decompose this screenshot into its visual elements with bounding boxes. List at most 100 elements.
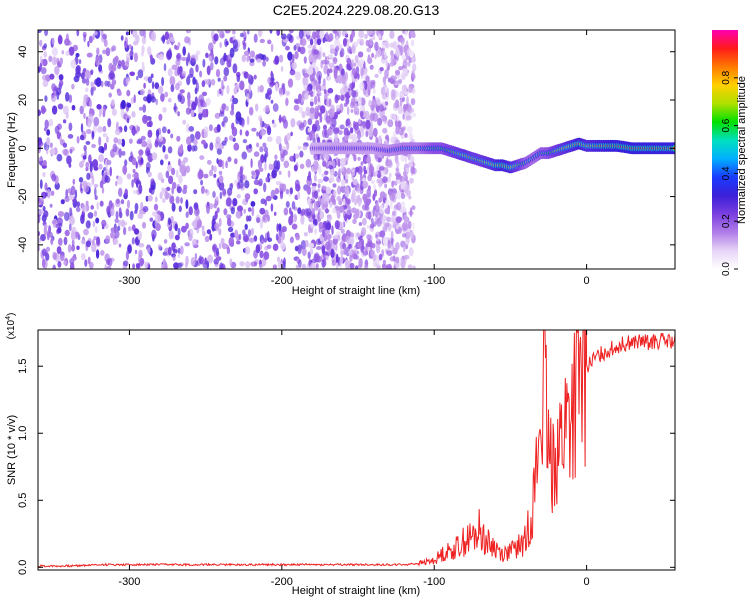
spectrogram-noise-cell [103, 142, 108, 151]
spectrogram-noise-cell [184, 262, 188, 268]
spectrogram-noise-cell [399, 36, 406, 44]
spectrogram-noise-cell [293, 164, 298, 172]
spectrogram-noise-cell [189, 67, 194, 77]
spectrogram-noise-cell [129, 210, 134, 221]
spectrogram-noise-cell [412, 222, 415, 231]
spectrogram-noise-cell [328, 62, 335, 69]
spectrogram-noise-cell [120, 199, 125, 205]
spectrogram-noise-cell [239, 129, 243, 136]
spectrogram-noise-cell [349, 262, 355, 269]
spectrogram-noise-cell [272, 264, 278, 269]
spectrogram-noise-cell [69, 207, 72, 212]
spectrogram-noise-cell [395, 242, 400, 251]
spectrogram-noise-cell [323, 124, 327, 131]
spectrogram-noise-cell [174, 223, 178, 232]
spectrogram-noise-cell [317, 183, 321, 189]
spectrogram-noise-cell [303, 56, 307, 64]
spectrogram-noise-cell [151, 152, 158, 161]
spectrogram-noise-cell [287, 170, 291, 178]
spectrogram-noise-cell [326, 57, 330, 66]
spectrogram-noise-cell [200, 98, 204, 107]
spectrogram-noise-cell [217, 89, 220, 98]
spectrogram-noise-cell [377, 157, 382, 162]
spectrogram-noise-cell [68, 46, 75, 56]
spectrogram-noise-cell [164, 247, 170, 256]
spectrogram-noise-cell [267, 90, 272, 96]
spectrogram-noise-cell [331, 225, 334, 236]
spectrogram-noise-cell [376, 99, 381, 106]
spectrogram-noise-cell [379, 104, 384, 112]
spectrogram-noise-cell [263, 182, 267, 193]
spectrogram-noise-cell [143, 82, 146, 89]
spectrogram-noise-cell [88, 71, 91, 79]
spectrogram-noise-cell [79, 105, 84, 115]
spectrogram-noise-cell [375, 104, 380, 113]
spectrogram-noise-cell [275, 83, 279, 92]
spectrogram-noise-cell [395, 216, 402, 224]
spectrogram-noise-cell [354, 122, 359, 131]
spectrogram-noise-cell [327, 215, 333, 222]
spectrogram-noise-cell [408, 132, 414, 141]
spectrogram-noise-cell [360, 97, 366, 106]
spectrogram-noise-cell [249, 237, 255, 243]
spectrogram-noise-cell [357, 51, 364, 58]
spectrogram-noise-cell [175, 169, 179, 178]
spectrogram-noise-cell [92, 220, 96, 228]
spectrogram-noise-cell [319, 105, 326, 114]
spectrogram-noise-cell [133, 94, 136, 104]
spectrogram-noise-cell [329, 48, 336, 54]
spectrogram-noise-cell [314, 228, 317, 235]
spectrogram-noise-cell [381, 218, 386, 225]
spectrogram-noise-cell [228, 135, 234, 141]
spectrogram-noise-cell [407, 220, 412, 230]
spectrogram-noise-cell [56, 73, 59, 79]
spectrogram-noise-cell [93, 31, 98, 36]
spectrogram-noise-cell [367, 246, 371, 251]
spectrogram-noise-cell [182, 119, 186, 125]
spectrogram-noise-cell [59, 57, 63, 65]
spectrogram-noise-cell [186, 136, 192, 146]
spectrogram-noise-cell [312, 83, 316, 91]
spectrogram-noise-cell [150, 73, 154, 79]
spectrogram-noise-cell [85, 220, 91, 229]
spectrogram-frame [37, 29, 676, 270]
spectrogram-noise-cell [188, 125, 195, 132]
spectrogram-noise-cell [232, 30, 236, 35]
spectrogram-noise-cell [369, 37, 373, 47]
spectrogram-noise-cell [211, 164, 214, 171]
spectrogram-noise-cell [264, 209, 269, 218]
spectrogram-noise-cell [346, 167, 351, 175]
x-tick-label: -300 [118, 275, 140, 287]
spectrogram-noise-cell [190, 257, 196, 267]
spectrogram-noise-cell [396, 202, 402, 211]
spectrogram-noise-cell [365, 75, 370, 83]
spectrogram-noise-cell [389, 75, 396, 84]
spectrogram-noise-cell [202, 58, 206, 68]
spectrogram-noise-cell [99, 200, 104, 207]
spectrogram-noise-cell [106, 136, 109, 143]
spectrogram-noise-cell [291, 61, 297, 70]
spectrogram-noise-cell [376, 178, 380, 184]
spectrogram-noise-cell [260, 130, 266, 136]
spectrogram-noise-cell [166, 49, 173, 60]
spectrogram-noise-cell [377, 33, 382, 39]
spectrogram-noise-cell [100, 80, 104, 88]
spectrogram-noise-cell [357, 242, 362, 248]
spectrogram-noise-cell [89, 99, 92, 108]
spectrogram-noise-cell [285, 201, 290, 208]
spectrogram-noise-cell [170, 84, 175, 93]
spectrogram-noise-cell [40, 234, 46, 242]
spectrogram-noise-cell [360, 161, 364, 166]
spectrogram-noise-cell [167, 129, 171, 134]
spectrogram-noise-cell [389, 30, 395, 39]
spectrogram-noise-cell [175, 196, 180, 204]
spectrogram-noise-cell [410, 98, 416, 106]
spectrogram-noise-cell [363, 264, 369, 269]
spectrogram-noise-cell [298, 30, 304, 39]
spectrogram-noise-cell [345, 206, 352, 216]
spectrogram-noise-cell [129, 50, 134, 59]
spectrogram-noise-cell [354, 198, 358, 206]
spectrogram-noise-cell [315, 238, 322, 246]
spectrogram-noise-cell [407, 152, 411, 161]
